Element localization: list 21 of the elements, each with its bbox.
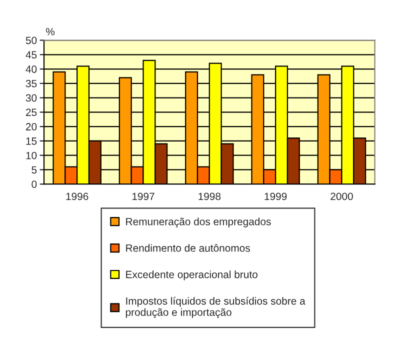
x-tick-label: 2000 [330,192,353,200]
y-tick-label: 10 [26,152,37,160]
legend-label: Excedente operacional bruto [126,270,258,280]
x-tick-label: 1996 [66,192,88,200]
y-tick-label: 30 [26,94,37,102]
y-tick-label: 25 [26,108,37,116]
y-tick-label: 5 [32,166,37,174]
y-axis-title: % [46,28,55,36]
y-tick-label: 15 [26,138,37,145]
x-tick-label: 1998 [198,192,221,200]
legend-label: Rendimento de autônomos [126,244,250,252]
y-tick-label: 45 [26,51,37,59]
y-tick-label: 40 [26,66,37,73]
y-tick-label: 35 [26,80,37,88]
legend-label: Impostos líquidos de subsídios sobre a produção e importação [126,296,306,318]
y-tick-label: 0 [32,180,37,188]
y-tick-label: 50 [26,36,37,44]
x-tick-label: 1997 [132,192,154,200]
legend-label: Remuneração dos empregados [126,218,271,228]
y-tick-label: 20 [26,123,37,130]
x-tick-label: 1999 [264,192,287,200]
